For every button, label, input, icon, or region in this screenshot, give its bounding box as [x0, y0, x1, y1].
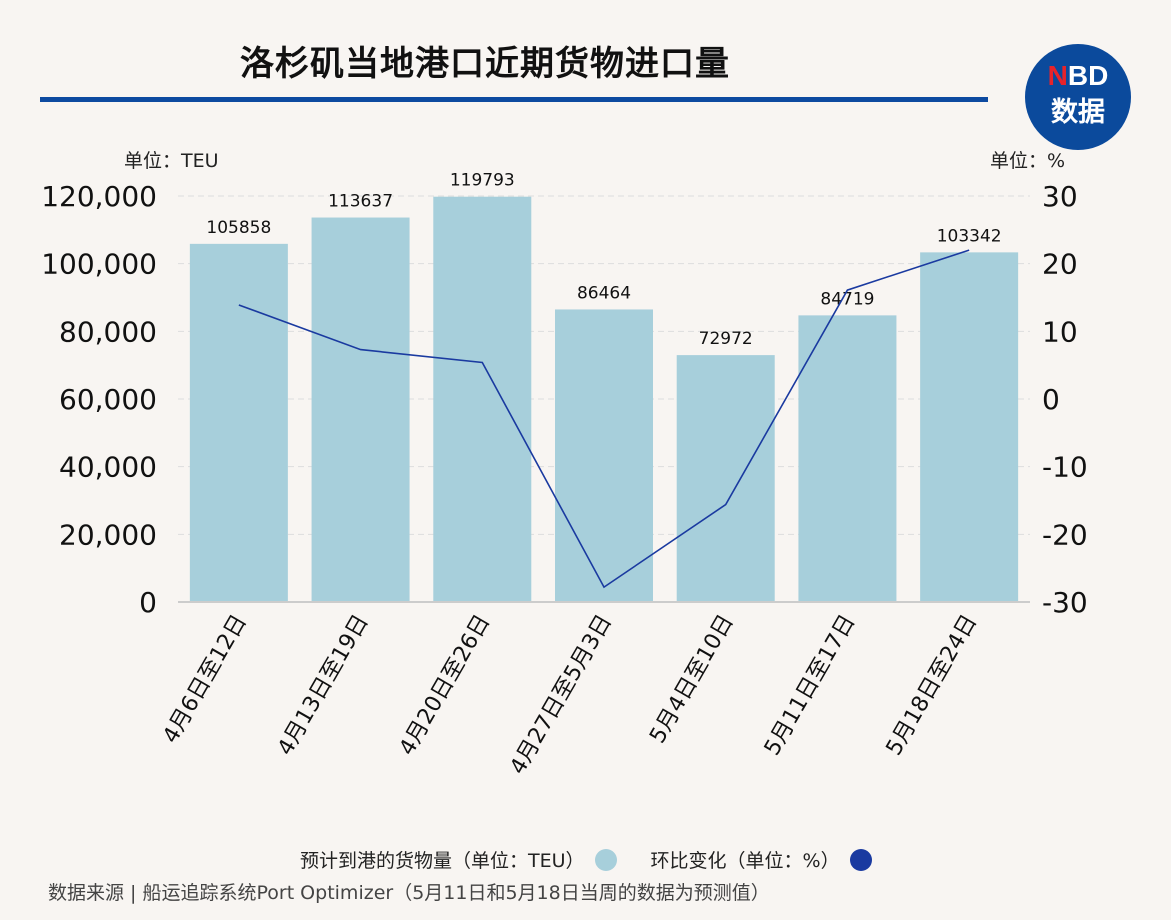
left-tick-label: 0: [139, 586, 157, 619]
right-tick-label: 20: [1042, 248, 1078, 281]
left-tick-label: 80,000: [59, 315, 157, 348]
left-tick-label: 120,000: [41, 180, 157, 213]
legend-line-swatch: [849, 848, 872, 871]
legend-line-label: 环比变化（单位：%）: [650, 850, 840, 872]
bar-value-label: 103342: [937, 226, 1002, 246]
bar: [189, 243, 288, 602]
right-axis-unit: 单位：%: [990, 150, 1066, 172]
left-tick-label: 20,000: [59, 518, 157, 551]
left-tick-label: 60,000: [59, 383, 157, 416]
line-series: [238, 249, 970, 589]
category-label: 5月18日至24日: [882, 611, 983, 760]
bar-value-label: 86464: [577, 283, 631, 303]
category-label: 4月13日至19日: [273, 611, 374, 760]
bar: [433, 196, 532, 602]
bar: [676, 355, 775, 602]
bar: [920, 252, 1019, 603]
bar-value-label: 84719: [820, 289, 874, 309]
legend: 预计到港的货物量（单位：TEU） 环比变化（单位：%）: [300, 846, 872, 873]
bar-value-label: 119793: [450, 171, 515, 191]
bar-value-label: 105858: [206, 218, 271, 238]
category-label: 5月4日至10日: [645, 611, 739, 748]
chart-svg: 0 20,000 40,000 60,000 80,000 100,000 120,000 -…: [41, 171, 1088, 779]
right-tick-label: -30: [1042, 586, 1088, 619]
category-label: 5月11日至17日: [760, 611, 861, 760]
category-label: 4月27日至5月3日: [506, 611, 618, 779]
category-label: 4月6日至12日: [158, 611, 252, 748]
right-tick-label: 10: [1042, 315, 1078, 348]
bar: [555, 309, 653, 602]
bar-value-label: 113637: [328, 192, 393, 212]
right-tick-label: -20: [1042, 518, 1088, 551]
title-rule: [40, 97, 988, 102]
left-tick-label: 40,000: [59, 451, 157, 484]
right-tick-label: 0: [1042, 383, 1060, 416]
bar: [311, 217, 410, 603]
left-axis-unit: 单位：TEU: [124, 150, 219, 172]
source-note: 数据来源 | 船运追踪系统Port Optimizer（5月11日和5月18日当…: [48, 882, 770, 904]
right-tick-label: -10: [1042, 451, 1088, 484]
nbd-logo: NBD 数据: [1025, 44, 1131, 150]
bar: [798, 315, 897, 602]
category-label: 4月20日至26日: [395, 611, 496, 760]
chart-title: 洛杉矶当地港口近期货物进口量: [240, 44, 730, 84]
bar-value-label: 72972: [699, 329, 753, 349]
right-tick-label: 30: [1042, 180, 1078, 213]
legend-bar-swatch: [594, 848, 617, 871]
left-tick-label: 100,000: [41, 248, 157, 281]
legend-bar-label: 预计到港的货物量（单位：TEU）: [300, 850, 585, 872]
